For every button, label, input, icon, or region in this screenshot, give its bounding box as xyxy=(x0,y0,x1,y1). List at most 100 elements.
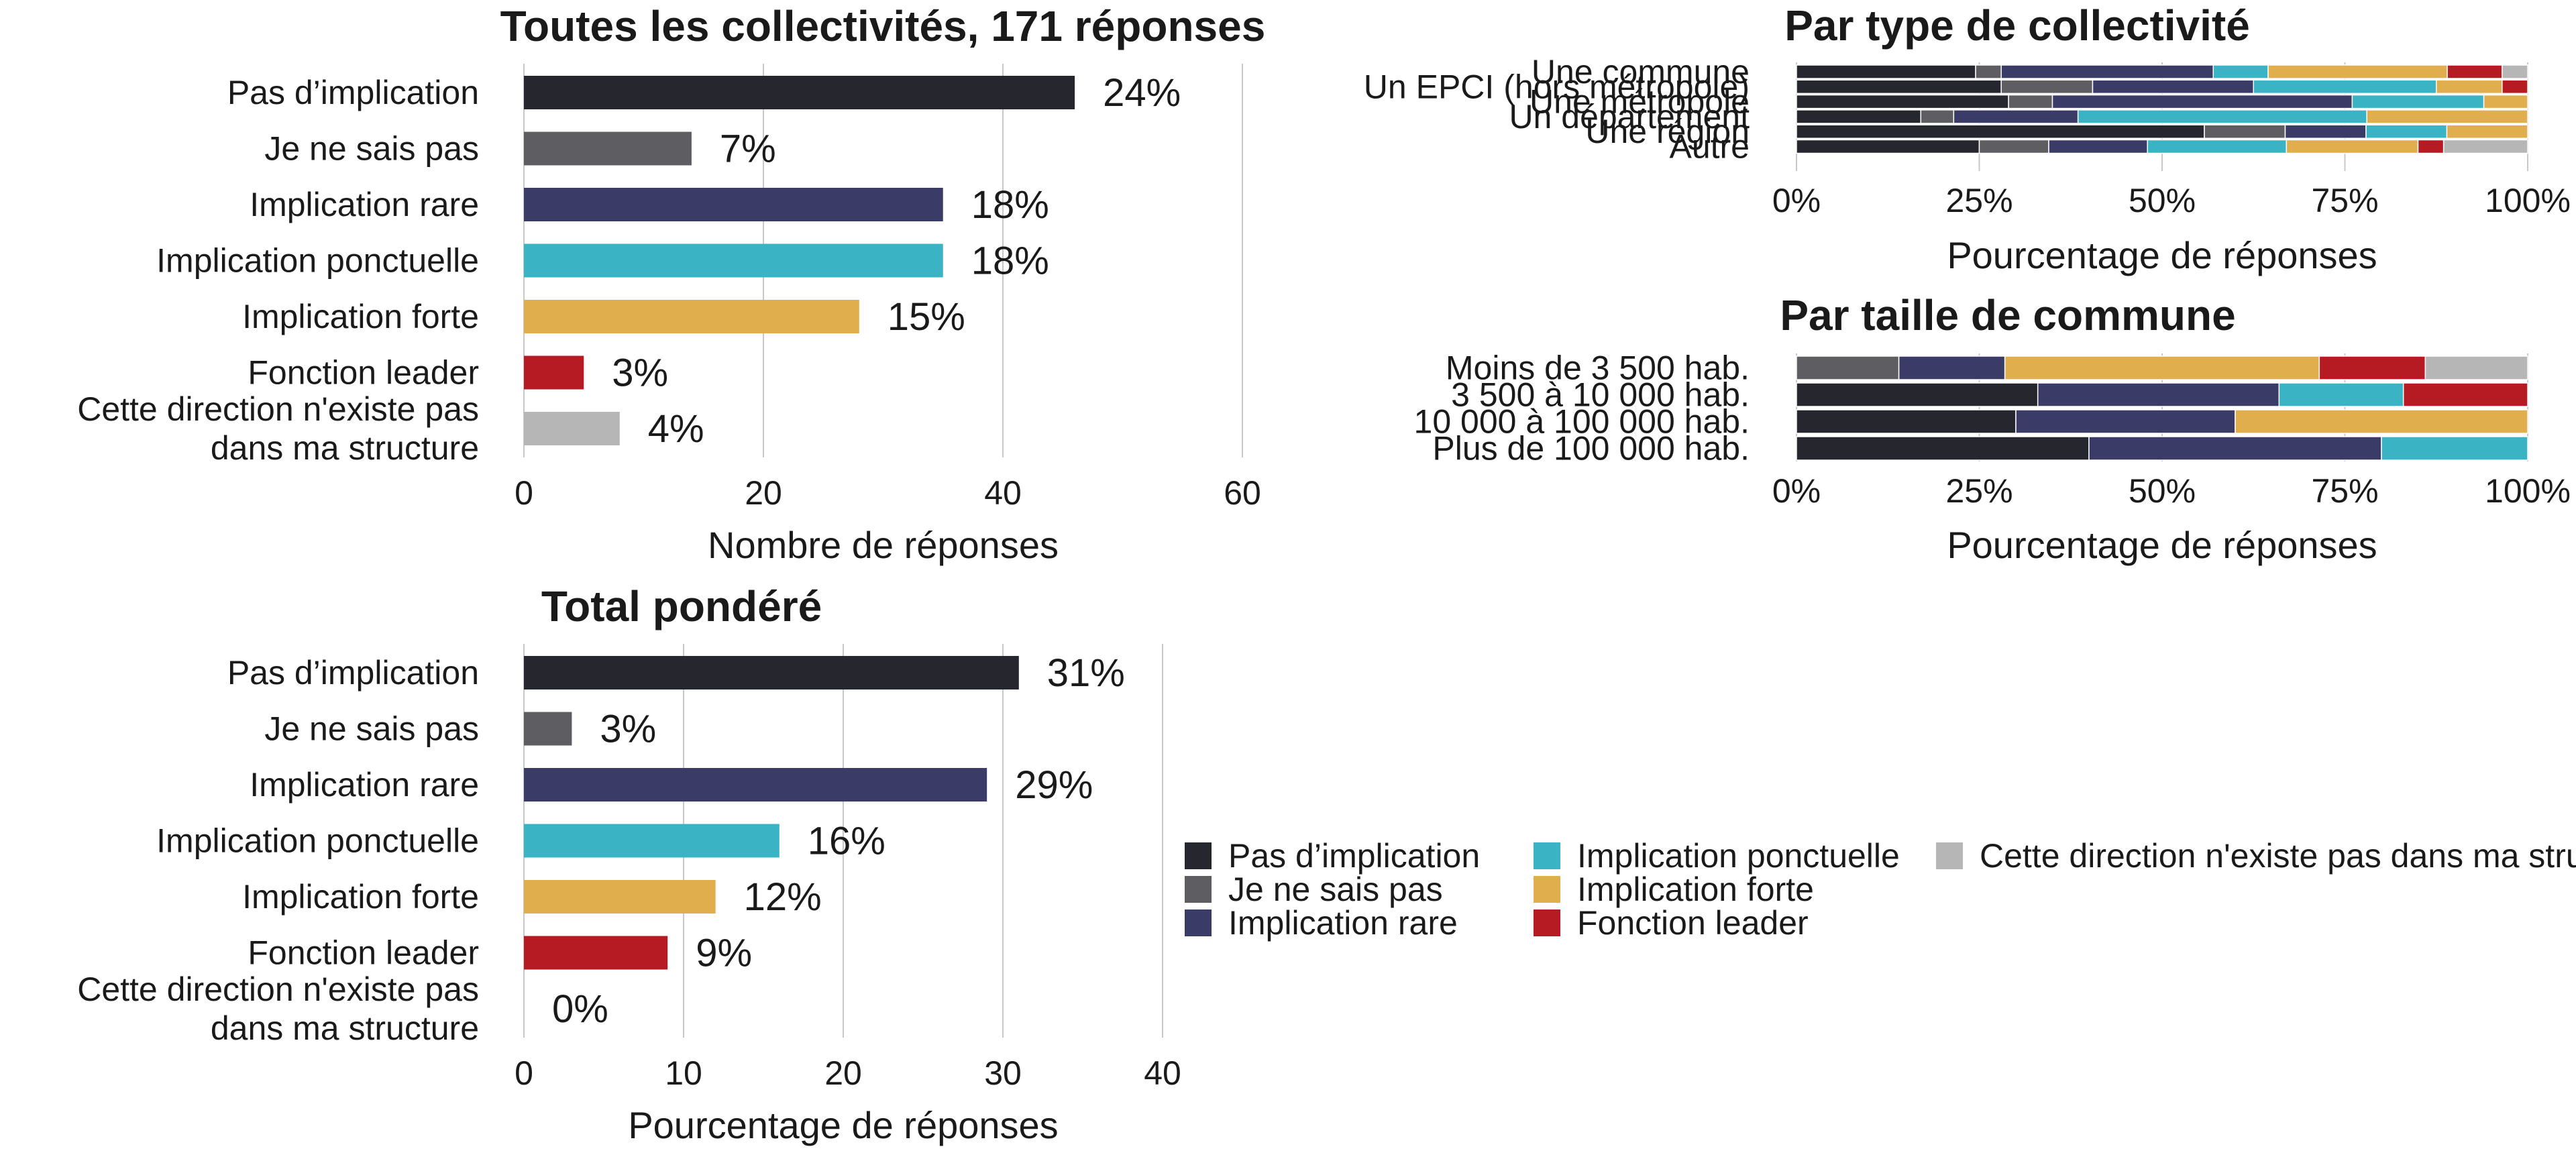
bar xyxy=(524,880,716,914)
category-label: Moins de 3 500 hab. xyxy=(1446,349,1750,387)
bar-segment xyxy=(2204,124,2286,139)
panel-all-collectivities: Toutes les collectivités, 171 réponses 0 2… xyxy=(77,2,1265,566)
bar-segment xyxy=(1920,109,1955,124)
bar-segment xyxy=(2092,79,2254,95)
x-tick-label: 0 xyxy=(515,474,533,512)
bar xyxy=(524,188,943,221)
bar-segment xyxy=(2212,64,2269,79)
bar-segment xyxy=(1898,355,2006,380)
bar-segment xyxy=(2351,94,2485,109)
legend-label: Fonction leader xyxy=(1577,904,1809,942)
category-label: Implication ponctuelle xyxy=(156,822,479,860)
x-tick-label: 75% xyxy=(2311,182,2378,219)
bar xyxy=(524,936,668,970)
bar xyxy=(524,824,780,858)
category-label: Une métropole xyxy=(1529,83,1750,121)
bar-segment xyxy=(2318,355,2426,380)
legend-label: Cette direction n'existe pas dans ma str… xyxy=(1980,837,2576,875)
x-tick-label: 20 xyxy=(745,474,782,512)
bar-segment xyxy=(2147,139,2288,154)
panel-by-collectivity-type: Par type de collectivité 0% 25% 50% 75% 100% P… xyxy=(1364,1,2571,276)
bar-segment xyxy=(2286,139,2419,154)
category-label: dans ma structure xyxy=(211,429,479,467)
bar-segment xyxy=(2037,382,2280,407)
data-label: 18% xyxy=(971,239,1049,283)
bar xyxy=(524,712,572,746)
bar-segment xyxy=(2417,139,2445,154)
category-label: Implication forte xyxy=(242,298,479,335)
category-label: Implication rare xyxy=(250,766,479,804)
bar-segment xyxy=(2381,436,2528,461)
data-label: 16% xyxy=(808,820,885,863)
bar-segment xyxy=(2051,94,2353,109)
bar-segment xyxy=(2008,94,2053,109)
bar-segment xyxy=(2424,355,2528,380)
x-tick-label: 40 xyxy=(1144,1054,1181,1092)
data-label: 3% xyxy=(600,708,656,751)
bar-segment xyxy=(1796,382,2039,407)
category-label: Cette direction n'existe pas xyxy=(77,390,479,428)
bar-segment xyxy=(1978,139,2049,154)
x-tick-label: 10 xyxy=(665,1054,702,1092)
x-tick-label: 40 xyxy=(984,474,1022,512)
category-label: Je ne sais pas xyxy=(264,130,479,168)
category-label: Implication rare xyxy=(250,186,479,223)
x-tick-label: 100% xyxy=(2485,472,2571,510)
chart-title: Par type de collectivité xyxy=(1784,1,2250,50)
bar-segment xyxy=(2048,139,2148,154)
legend-swatch xyxy=(1185,842,1212,869)
data-label: 3% xyxy=(612,351,668,395)
data-label: 9% xyxy=(696,932,752,975)
bar-segment xyxy=(2077,109,2367,124)
data-label: 4% xyxy=(648,407,704,451)
bar-segment xyxy=(2502,79,2528,95)
bar xyxy=(524,76,1075,109)
category-label: Implication ponctuelle xyxy=(156,242,479,280)
category-label: Une commune xyxy=(1532,53,1750,91)
chart-title: Total pondéré xyxy=(541,582,822,630)
category-label: Je ne sais pas xyxy=(264,710,479,748)
bar xyxy=(524,656,1019,689)
x-axis-label: Nombre de réponses xyxy=(708,524,1059,566)
bar-segment xyxy=(2502,64,2528,79)
category-label: Pas d’implication xyxy=(227,654,479,692)
legend-label: Implication rare xyxy=(1228,904,1458,942)
legend-swatch xyxy=(1534,842,1560,869)
x-tick-label: 30 xyxy=(984,1054,1022,1092)
category-label: dans ma structure xyxy=(211,1009,479,1047)
bar-segment xyxy=(2446,124,2528,139)
legend-label: Je ne sais pas xyxy=(1228,871,1443,908)
bar-segment xyxy=(1796,436,2090,461)
chart-title: Toutes les collectivités, 171 réponses xyxy=(500,2,1266,50)
category-label: Pas d’implication xyxy=(227,74,479,111)
bar-segment xyxy=(1796,64,1976,79)
legend-swatch xyxy=(1185,909,1212,936)
category-label: Un département xyxy=(1509,98,1750,135)
x-axis-label: Pourcentage de réponses xyxy=(628,1104,1058,1146)
panel-by-commune-size: Par taille de commune 0% 25% 50% 75% 100% Pour… xyxy=(1414,291,2571,566)
bar-segment xyxy=(2436,79,2503,95)
bar-segment xyxy=(2267,64,2448,79)
bar-segment xyxy=(2365,124,2448,139)
category-label: Plus de 100 000 hab. xyxy=(1432,430,1750,467)
chart-title: Par taille de commune xyxy=(1780,291,2235,339)
bar-segment xyxy=(2443,139,2528,154)
bar-segment xyxy=(2235,409,2528,434)
bar-segment xyxy=(1953,109,2079,124)
category-label: Autre xyxy=(1669,128,1750,166)
data-label: 31% xyxy=(1047,651,1125,695)
legend-swatch xyxy=(1936,842,1963,869)
legend-swatch xyxy=(1185,876,1212,903)
data-label: 29% xyxy=(1015,763,1093,807)
category-label: Implication forte xyxy=(242,878,479,916)
bar-segment xyxy=(2000,64,2214,79)
category-label: 3 500 à 10 000 hab. xyxy=(1451,376,1750,414)
bar-segment xyxy=(2004,355,2320,380)
bar xyxy=(524,300,859,333)
bar xyxy=(524,768,987,802)
bar-segment xyxy=(1796,124,2205,139)
bar xyxy=(524,243,943,278)
bar xyxy=(524,355,584,390)
